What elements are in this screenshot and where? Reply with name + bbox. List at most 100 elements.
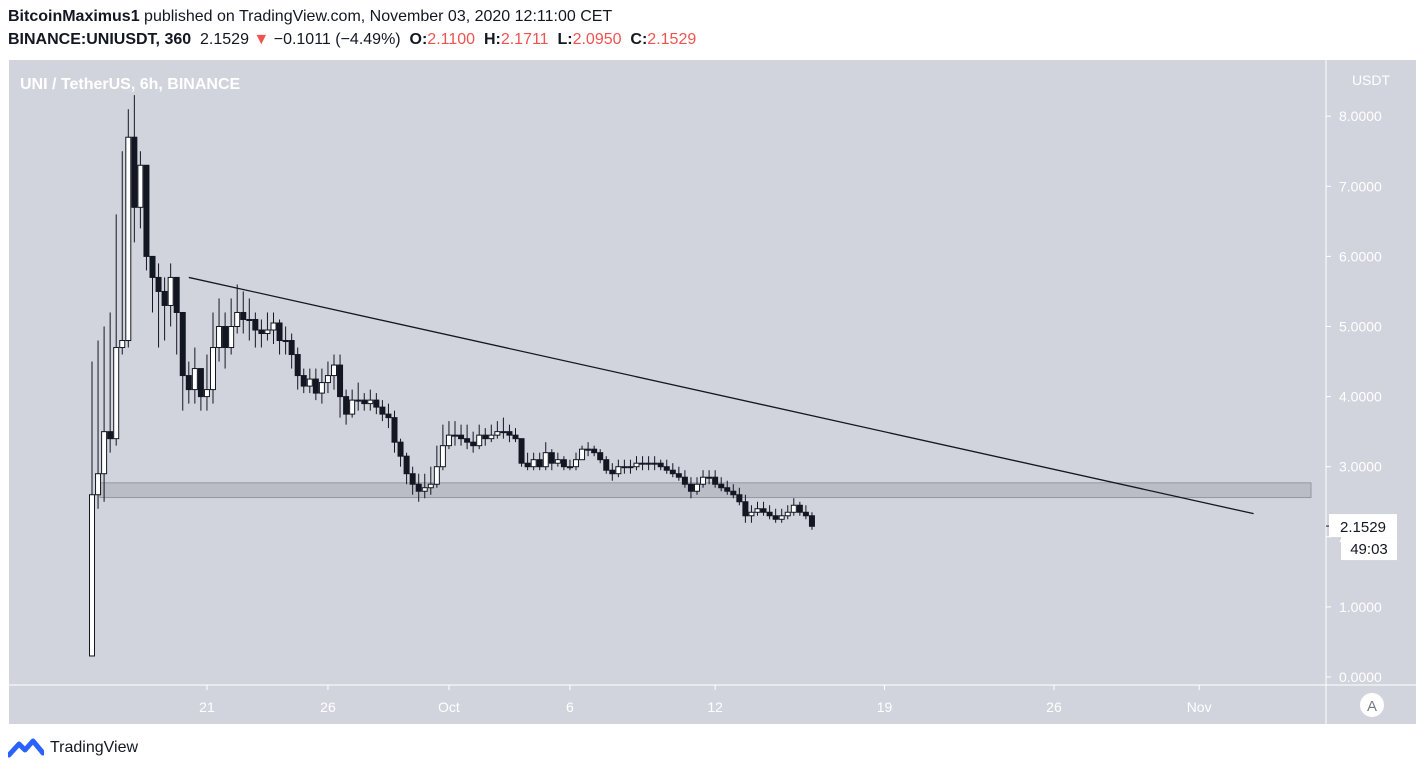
- candle-down: [808, 515, 815, 527]
- candle-up: [633, 462, 640, 468]
- candle-down: [252, 318, 259, 331]
- candle-down: [409, 473, 416, 485]
- candle-up: [452, 434, 458, 437]
- price-tick-label: 7.0000: [1339, 178, 1382, 194]
- candle-up: [331, 364, 337, 377]
- last-price: 2.1529: [200, 31, 249, 48]
- candle-down: [185, 375, 192, 391]
- candle-down: [796, 504, 803, 513]
- candle-up: [216, 326, 223, 349]
- candle-up: [639, 462, 646, 465]
- candle-down: [161, 290, 168, 306]
- candle-up: [113, 347, 120, 440]
- candle-down: [131, 136, 138, 208]
- candle-down: [669, 469, 676, 475]
- candle-up: [264, 329, 271, 335]
- candle-up: [101, 431, 108, 475]
- price-tick-label: 0.0000: [1339, 669, 1382, 685]
- candle-down: [591, 448, 598, 454]
- candle-down: [772, 515, 779, 520]
- candle-up: [137, 164, 144, 208]
- high-label: H:: [483, 31, 501, 48]
- candle-down: [258, 329, 265, 335]
- candle-up: [324, 375, 331, 384]
- price-change: −0.1011 (−4.49%): [273, 31, 401, 48]
- candle-up: [349, 399, 356, 415]
- candle-down: [730, 490, 737, 496]
- low-label: L:: [557, 31, 573, 48]
- candle-up: [270, 322, 277, 331]
- close-value: 2.1529: [647, 31, 697, 48]
- candle-up: [228, 326, 235, 349]
- time-tick-label: 6: [566, 699, 574, 715]
- candle-up: [748, 511, 755, 517]
- candle-up: [476, 434, 483, 447]
- down-arrow-icon: ▼: [253, 31, 270, 48]
- price-axis[interactable]: 8.00007.00006.00005.00004.00003.00002.00…: [1326, 108, 1382, 685]
- candle-down: [361, 399, 368, 405]
- candle-up: [355, 399, 362, 402]
- time-tick-label: 19: [877, 699, 893, 715]
- auto-scale-label[interactable]: A: [1367, 698, 1377, 715]
- candle-down: [560, 459, 567, 468]
- time-axis[interactable]: 21 26 Oct 6 12 19 26 Nov: [199, 685, 1212, 715]
- candle-down: [179, 311, 186, 377]
- countdown-box: [1341, 537, 1397, 561]
- footer-brand[interactable]: TradingView: [8, 738, 138, 758]
- brand-name: TradingView: [50, 739, 139, 756]
- candle-down: [724, 487, 731, 492]
- time-tick-label: 26: [1046, 699, 1062, 715]
- candle-down: [718, 483, 725, 489]
- auto-scale-button[interactable]: [1360, 693, 1384, 717]
- candle-up: [784, 511, 791, 517]
- candle-down: [415, 483, 422, 492]
- candle-down: [458, 434, 465, 440]
- candle-down: [222, 326, 229, 349]
- time-tick-label: Nov: [1187, 699, 1212, 715]
- candle-up: [125, 136, 132, 342]
- candle-up: [445, 434, 452, 447]
- candle-up: [95, 473, 102, 496]
- candle-down: [518, 438, 525, 464]
- candle-up: [621, 466, 628, 469]
- candle-up: [318, 382, 325, 394]
- resistance-trendline[interactable]: [188, 276, 1254, 515]
- candle-down: [712, 476, 719, 485]
- candle-up: [421, 487, 428, 492]
- candle-down: [173, 276, 180, 313]
- author-name[interactable]: BitcoinMaximus1: [8, 8, 140, 25]
- candle-down: [337, 364, 344, 398]
- candle-up: [494, 431, 501, 436]
- candle-up: [579, 448, 586, 461]
- candle-down: [312, 378, 319, 394]
- open-label: O:: [409, 31, 428, 48]
- candle-down: [760, 508, 767, 513]
- candle-down: [536, 459, 543, 468]
- candle-down: [300, 375, 307, 387]
- candle-down: [524, 462, 531, 468]
- candle-down: [802, 511, 809, 517]
- candle-down: [663, 466, 670, 471]
- countdown-label: 49:03: [1350, 541, 1388, 558]
- candle-down: [687, 483, 694, 492]
- candle-up: [488, 434, 495, 440]
- candle-down: [470, 441, 477, 447]
- candle-down: [385, 413, 392, 419]
- candle-up: [167, 276, 174, 306]
- candle-down: [609, 469, 616, 475]
- candle-down: [107, 431, 114, 440]
- candles: [89, 95, 815, 657]
- candle-down: [379, 406, 386, 415]
- candle-down: [464, 438, 471, 443]
- candle-up: [306, 378, 313, 387]
- candle-up: [119, 340, 126, 349]
- candle-up: [530, 459, 537, 468]
- last-price-box: [1329, 514, 1397, 538]
- candle-up: [542, 452, 549, 468]
- time-tick-label: 26: [320, 699, 336, 715]
- candle-up: [203, 389, 210, 398]
- candle-down: [482, 434, 489, 440]
- candle-down: [736, 494, 743, 503]
- price-tick-label: 6.0000: [1339, 248, 1382, 264]
